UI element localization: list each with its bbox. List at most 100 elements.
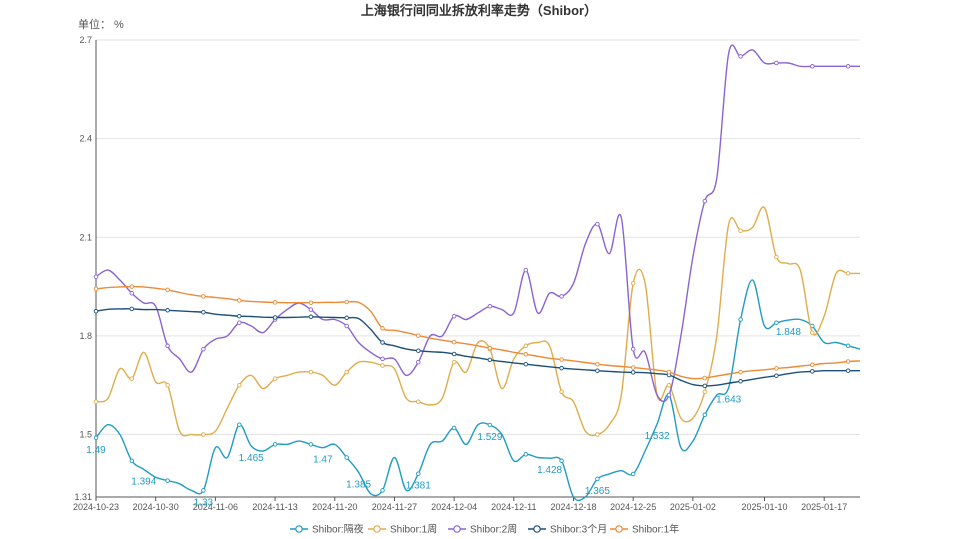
x-tick-label: 2025-01-02 xyxy=(670,502,716,512)
data-label: 1.848 xyxy=(776,327,801,338)
series-point xyxy=(595,368,600,373)
series-point xyxy=(774,366,779,371)
series-4 xyxy=(93,284,861,381)
series-point xyxy=(237,320,242,325)
legend-label: Shibor:1年 xyxy=(632,523,679,536)
series-point xyxy=(738,228,743,233)
series-point xyxy=(595,476,600,482)
series-point xyxy=(308,314,314,320)
series-point xyxy=(523,361,529,367)
series-point xyxy=(595,361,600,367)
series-point xyxy=(702,375,708,381)
series-point xyxy=(630,471,636,477)
data-label: 1.385 xyxy=(346,479,371,490)
series-point xyxy=(845,368,851,373)
series-point xyxy=(774,373,779,378)
series-point xyxy=(165,343,170,349)
series-point xyxy=(344,315,349,321)
series-point xyxy=(523,352,529,357)
x-tick-label: 2024-10-23 xyxy=(73,502,119,512)
series-point xyxy=(129,290,135,296)
y-axis: 1.31 1.5 1.8 2.1 2.4 2.7 xyxy=(74,35,97,502)
x-tick-label: 2024-11-27 xyxy=(372,502,417,512)
y-tick-label: 1.8 xyxy=(79,331,92,341)
series-point xyxy=(380,488,385,493)
series-point xyxy=(272,442,278,447)
series-point xyxy=(201,309,206,315)
series-line xyxy=(95,44,860,403)
series-point xyxy=(237,422,242,427)
series-point xyxy=(416,348,421,353)
series-point xyxy=(165,478,170,483)
series-point xyxy=(380,340,385,345)
series-point xyxy=(774,320,779,325)
data-label: 1.529 xyxy=(477,432,502,443)
series-point xyxy=(93,435,99,441)
series-point xyxy=(702,412,708,418)
unit-label: 单位： % xyxy=(78,17,124,31)
series-point xyxy=(845,271,851,276)
chart-title: 上海银行间同业拆放利率走势（Shibor） xyxy=(361,3,597,18)
series-point xyxy=(559,294,564,299)
legend-item[interactable]: Shibor:隔夜 xyxy=(290,523,364,536)
series-point xyxy=(487,422,493,428)
legend[interactable]: Shibor:隔夜 Shibor:1周 Shibor:2周 Shibor:3个月 Shi… xyxy=(290,523,679,536)
x-tick-label: 2024-10-30 xyxy=(133,502,179,512)
series-point xyxy=(201,294,206,299)
x-tick-label: 2025-01-10 xyxy=(741,502,787,512)
series-point xyxy=(129,376,135,381)
series-point xyxy=(165,382,170,388)
legend-marker xyxy=(533,525,541,533)
series-point xyxy=(93,399,99,404)
series-point xyxy=(559,357,564,362)
series-point xyxy=(201,346,206,352)
series-point xyxy=(810,369,815,374)
x-tick-label: 2024-12-25 xyxy=(610,502,656,512)
series-point xyxy=(702,198,708,204)
series-point xyxy=(380,356,385,362)
legend-item[interactable]: Shibor:2周 xyxy=(448,524,517,536)
series-point xyxy=(845,343,851,349)
series-point xyxy=(93,274,99,279)
legend-item[interactable]: Shibor:3个月 xyxy=(528,524,607,536)
series-line xyxy=(95,308,860,387)
x-tick-label: 2024-11-06 xyxy=(193,502,238,512)
series-point xyxy=(810,362,815,368)
series-line xyxy=(95,206,860,437)
series-point xyxy=(630,370,636,375)
series-point xyxy=(559,365,564,371)
series-point xyxy=(93,286,99,292)
series-point xyxy=(129,458,135,464)
series-line xyxy=(95,279,861,502)
series-point xyxy=(666,369,672,375)
series-point xyxy=(845,359,851,364)
series-point xyxy=(308,307,314,312)
series-point xyxy=(738,54,743,59)
series-point xyxy=(487,345,493,351)
x-tick-label: 2025-01-17 xyxy=(801,502,847,512)
series-point xyxy=(810,330,815,335)
legend-item[interactable]: Shibor:1周 xyxy=(368,524,437,536)
x-tick-label: 2024-12-04 xyxy=(431,502,477,512)
series-point xyxy=(237,313,242,319)
series-point xyxy=(129,306,135,312)
series-point xyxy=(630,365,636,370)
series-point xyxy=(272,376,278,381)
series-2 xyxy=(93,44,860,403)
series-point xyxy=(523,452,529,457)
series-point xyxy=(416,359,421,365)
series-point xyxy=(702,389,708,395)
series-point xyxy=(738,317,743,322)
series-point xyxy=(201,432,206,437)
series-1 xyxy=(93,206,860,437)
legend-label: Shibor:3个月 xyxy=(550,524,607,536)
legend-item[interactable]: Shibor:1年 xyxy=(610,523,679,536)
series-point xyxy=(93,308,99,314)
data-labels: 1.49 1.394 1.33 1.465 1.47 1.385 1.381 1.529 1.4… xyxy=(86,327,801,508)
series-point xyxy=(738,369,743,375)
series-point xyxy=(416,399,421,404)
series-point xyxy=(451,425,457,431)
series-point xyxy=(308,300,314,305)
series-point xyxy=(810,64,815,69)
